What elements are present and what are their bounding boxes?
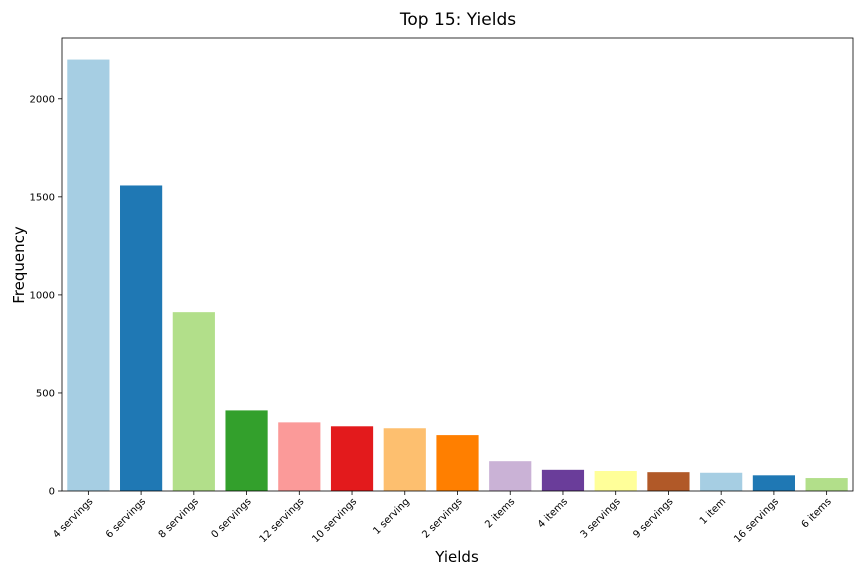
x-axis: 4 servings 6 servings 8 servings 0 servings… xyxy=(51,491,834,545)
y-axis-title: Frequency xyxy=(10,226,28,304)
x-tick-label: 2 items xyxy=(483,496,517,530)
bar-12-servings xyxy=(278,422,321,491)
x-tick-label: 16 servings xyxy=(732,496,781,545)
chart-title: Top 15: Yields xyxy=(399,10,516,30)
x-tick-label: 4 servings xyxy=(51,496,95,540)
bar-6-servings xyxy=(120,185,163,491)
bar-2-servings xyxy=(436,435,479,491)
y-tick-label: 2000 xyxy=(30,94,55,105)
y-tick-label: 500 xyxy=(36,388,55,399)
x-tick-label: 9 servings xyxy=(631,496,675,540)
y-tick-label: 1000 xyxy=(30,290,55,301)
bar-16-servings xyxy=(752,475,795,491)
bar-2-items xyxy=(489,461,532,491)
bar-6-items xyxy=(805,478,848,491)
x-tick-label: 1 item xyxy=(698,496,729,527)
x-tick-label: 8 servings xyxy=(157,496,201,540)
x-tick-label: 6 servings xyxy=(104,496,148,540)
plot-frame xyxy=(61,37,854,492)
x-tick-label: 10 servings xyxy=(310,496,359,545)
y-tick-label: 0 xyxy=(49,487,55,498)
x-tick-label: 0 servings xyxy=(209,496,253,540)
bar-4-items xyxy=(541,469,585,491)
bar-4-servings xyxy=(67,59,110,491)
y-tick-label: 1500 xyxy=(30,192,55,203)
x-tick-label: 2 servings xyxy=(420,496,464,540)
x-tick-label: 4 items xyxy=(536,496,570,530)
bar-8-servings xyxy=(172,312,215,491)
bar-3-servings xyxy=(594,471,637,491)
bar-1-serving xyxy=(383,428,426,491)
x-tick-label: 12 servings xyxy=(258,496,307,545)
bar-1-item xyxy=(700,472,743,491)
x-tick-label: 6 items xyxy=(800,496,834,530)
x-tick-label: 1 serving xyxy=(371,496,412,537)
bar-0-servings xyxy=(225,410,268,491)
bars-group xyxy=(67,59,848,491)
x-tick-label: 3 servings xyxy=(579,496,623,540)
bar-10-servings xyxy=(330,426,374,491)
x-axis-title: Yields xyxy=(434,548,479,566)
y-axis: 0 500 1000 1500 2000 xyxy=(30,94,62,498)
bar-9-servings xyxy=(647,472,690,491)
